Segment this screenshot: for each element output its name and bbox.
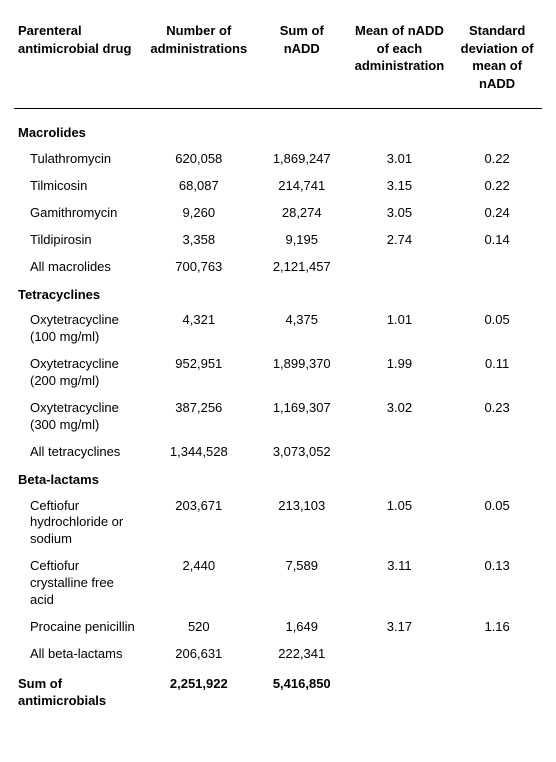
sd-cell: 0.05: [452, 307, 542, 351]
sum-nadd-cell: 3,073,052: [257, 439, 347, 466]
col-numadmin: Number of administrations: [141, 18, 257, 106]
mean-cell: 3.05: [347, 200, 453, 227]
drug-name-cell: Ceftiofur crystalline free acid: [14, 553, 141, 614]
table-row: Ceftiofur crystalline free acid2,4407,58…: [14, 553, 542, 614]
sd-cell: 1.16: [452, 614, 542, 641]
drug-name-cell: Tilmicosin: [14, 173, 141, 200]
table-row: Oxytetracycline (100 mg/ml)4,3214,3751.0…: [14, 307, 542, 351]
num-admin-cell: 68,087: [141, 173, 257, 200]
sum-blank2: [452, 668, 542, 715]
table-row: Ceftiofur hydrochloride or sodium203,671…: [14, 493, 542, 554]
table-row: Gamithromycin9,26028,2743.050.24: [14, 200, 542, 227]
sum-nadd-cell: 222,341: [257, 641, 347, 668]
sd-cell: 0.22: [452, 173, 542, 200]
mean-cell: 3.17: [347, 614, 453, 641]
sd-cell: 0.23: [452, 395, 542, 439]
num-admin-cell: 206,631: [141, 641, 257, 668]
num-admin-cell: 520: [141, 614, 257, 641]
drug-name-cell: All beta-lactams: [14, 641, 141, 668]
drug-name-cell: Tildipirosin: [14, 227, 141, 254]
sum-nadd-cell: 4,375: [257, 307, 347, 351]
sd-cell: 0.05: [452, 493, 542, 554]
drug-name-cell: All tetracyclines: [14, 439, 141, 466]
num-admin-cell: 700,763: [141, 254, 257, 281]
mean-cell: [347, 641, 453, 668]
sum-nadd-cell: 7,589: [257, 553, 347, 614]
drug-name-cell: Procaine penicillin: [14, 614, 141, 641]
header-rule: [14, 106, 542, 119]
num-admin-cell: 387,256: [141, 395, 257, 439]
section-title-text: Macrolides: [14, 119, 542, 146]
sd-cell: [452, 641, 542, 668]
section-title-text: Tetracyclines: [14, 281, 542, 308]
drug-name-cell: Tulathromycin: [14, 146, 141, 173]
mean-cell: 1.01: [347, 307, 453, 351]
table-row: Tilmicosin68,087214,7413.150.22: [14, 173, 542, 200]
num-admin-cell: 9,260: [141, 200, 257, 227]
sum-nadd-cell: 2,121,457: [257, 254, 347, 281]
sd-cell: 0.24: [452, 200, 542, 227]
sum-row: Sum of antimicrobials2,251,9225,416,850: [14, 668, 542, 715]
num-admin-cell: 620,058: [141, 146, 257, 173]
table-row: Procaine penicillin5201,6493.171.16: [14, 614, 542, 641]
sd-cell: 0.14: [452, 227, 542, 254]
col-drug: Parenteral antimicrobial drug: [14, 18, 141, 106]
drug-name-cell: Gamithromycin: [14, 200, 141, 227]
col-sd: Standard deviation of mean of nADD: [452, 18, 542, 106]
sum-nadd-cell: 1,169,307: [257, 395, 347, 439]
sum-numadmin: 2,251,922: [141, 668, 257, 715]
table-row: All beta-lactams206,631222,341: [14, 641, 542, 668]
num-admin-cell: 952,951: [141, 351, 257, 395]
drug-name-cell: Oxytetracycline (100 mg/ml): [14, 307, 141, 351]
drug-name-cell: Ceftiofur hydrochloride or sodium: [14, 493, 141, 554]
sd-cell: [452, 254, 542, 281]
sd-cell: 0.13: [452, 553, 542, 614]
table-row: Tildipirosin3,3589,1952.740.14: [14, 227, 542, 254]
table-row: Oxytetracycline (200 mg/ml)952,9511,899,…: [14, 351, 542, 395]
mean-cell: 1.05: [347, 493, 453, 554]
sd-cell: 0.11: [452, 351, 542, 395]
mean-cell: 3.01: [347, 146, 453, 173]
sum-nadd-cell: 1,869,247: [257, 146, 347, 173]
sd-cell: [452, 439, 542, 466]
section-title: Beta-lactams: [14, 466, 542, 493]
sum-nadd-cell: 1,649: [257, 614, 347, 641]
antimicrobial-table: Parenteral antimicrobial drug Number of …: [14, 18, 542, 714]
mean-cell: 3.02: [347, 395, 453, 439]
drug-name-cell: Oxytetracycline (200 mg/ml): [14, 351, 141, 395]
sum-nadd-cell: 28,274: [257, 200, 347, 227]
num-admin-cell: 2,440: [141, 553, 257, 614]
sum-nadd-cell: 214,741: [257, 173, 347, 200]
col-mean: Mean of nADD of each administration: [347, 18, 453, 106]
num-admin-cell: 3,358: [141, 227, 257, 254]
num-admin-cell: 1,344,528: [141, 439, 257, 466]
table-row: All macrolides700,7632,121,457: [14, 254, 542, 281]
sum-nadd-cell: 9,195: [257, 227, 347, 254]
mean-cell: 1.99: [347, 351, 453, 395]
mean-cell: 2.74: [347, 227, 453, 254]
sum-label: Sum of antimicrobials: [14, 668, 141, 715]
section-title: Tetracyclines: [14, 281, 542, 308]
drug-name-cell: Oxytetracycline (300 mg/ml): [14, 395, 141, 439]
table-row: All tetracyclines1,344,5283,073,052: [14, 439, 542, 466]
drug-name-cell: All macrolides: [14, 254, 141, 281]
sum-nadd-cell: 1,899,370: [257, 351, 347, 395]
sum-sumnadd: 5,416,850: [257, 668, 347, 715]
sd-cell: 0.22: [452, 146, 542, 173]
col-sumnadd: Sum of nADD: [257, 18, 347, 106]
sum-blank1: [347, 668, 453, 715]
mean-cell: 3.15: [347, 173, 453, 200]
num-admin-cell: 203,671: [141, 493, 257, 554]
header-row: Parenteral antimicrobial drug Number of …: [14, 18, 542, 106]
mean-cell: [347, 439, 453, 466]
table-row: Tulathromycin620,0581,869,2473.010.22: [14, 146, 542, 173]
mean-cell: 3.11: [347, 553, 453, 614]
table-row: Oxytetracycline (300 mg/ml)387,2561,169,…: [14, 395, 542, 439]
section-title: Macrolides: [14, 119, 542, 146]
section-title-text: Beta-lactams: [14, 466, 542, 493]
num-admin-cell: 4,321: [141, 307, 257, 351]
sum-nadd-cell: 213,103: [257, 493, 347, 554]
mean-cell: [347, 254, 453, 281]
